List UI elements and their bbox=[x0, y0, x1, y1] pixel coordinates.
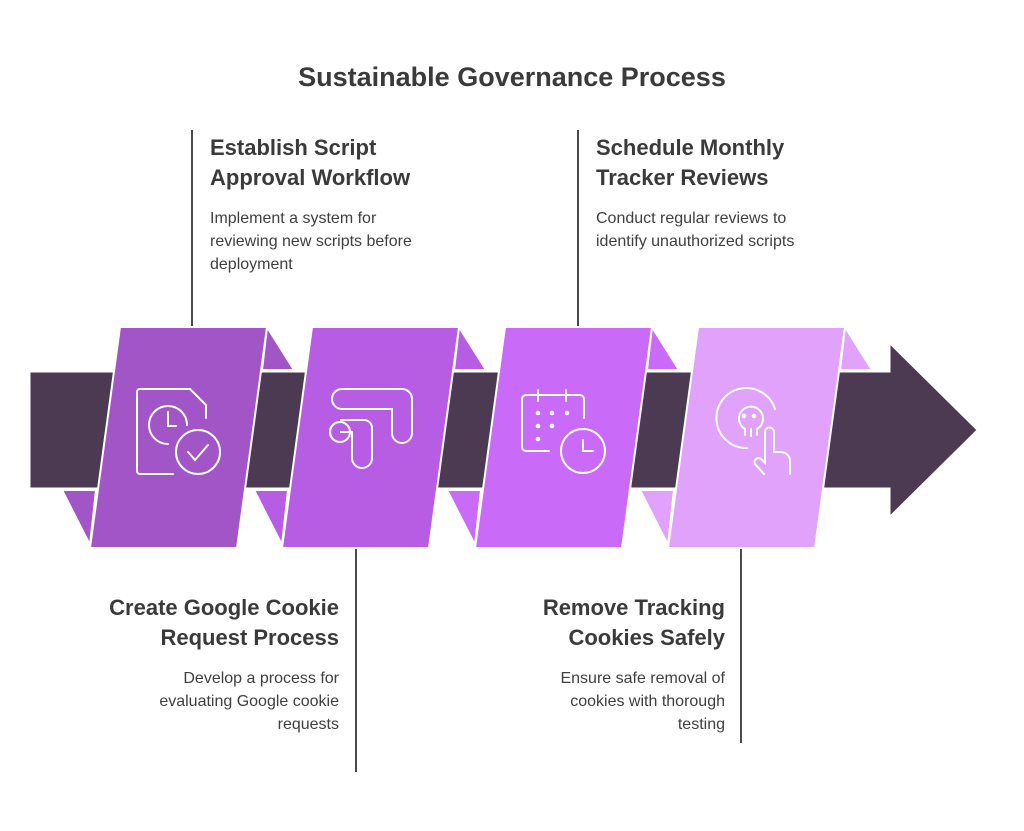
step-description: Ensure safe removal of cookies with thor… bbox=[560, 670, 725, 733]
step-description: Develop a process for evaluating Google … bbox=[159, 670, 339, 733]
step-3-text: Schedule Monthly Tracker Reviews Conduct… bbox=[596, 133, 836, 253]
step-description: Implement a system for reviewing new scr… bbox=[210, 210, 412, 273]
step-4-panel bbox=[638, 324, 874, 549]
step-heading: Remove Tracking Cookies Safely bbox=[542, 595, 725, 650]
google-analytics-icon bbox=[329, 388, 413, 469]
step-heading: Schedule Monthly Tracker Reviews bbox=[596, 135, 785, 190]
diagram-title: Sustainable Governance Process bbox=[298, 62, 726, 92]
step-heading: Create Google Cookie Request Process bbox=[109, 595, 339, 650]
step-2-text: Create Google Cookie Request Process Dev… bbox=[99, 593, 339, 736]
calendar-clock-icon bbox=[521, 389, 606, 474]
step-1-panel bbox=[60, 324, 296, 549]
step-1-text: Establish Script Approval Workflow Imple… bbox=[210, 133, 450, 276]
step-description: Conduct regular reviews to identify unau… bbox=[596, 210, 795, 250]
step-2-panel bbox=[252, 324, 488, 549]
step-heading: Establish Script Approval Workflow bbox=[210, 135, 411, 190]
skull-tap-icon bbox=[715, 387, 791, 475]
document-clock-check-icon bbox=[136, 388, 221, 475]
step-3-panel bbox=[445, 324, 681, 549]
step-4-text: Remove Tracking Cookies Safely Ensure sa… bbox=[485, 593, 725, 736]
